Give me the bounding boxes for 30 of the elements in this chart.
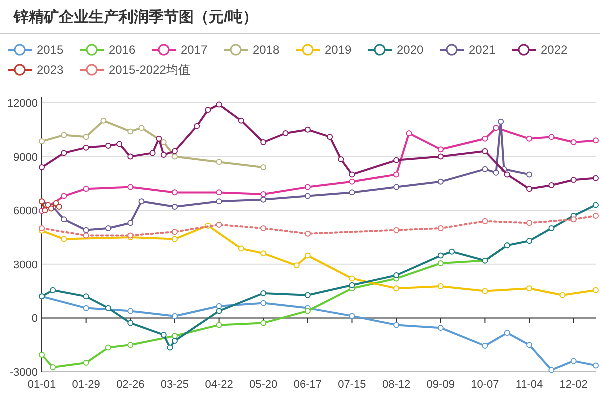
legend-label: 2023 bbox=[37, 63, 64, 77]
x-tick-label: 06-17 bbox=[294, 379, 322, 391]
y-tick-label: 3000 bbox=[14, 259, 38, 272]
x-tick-label: 08-12 bbox=[382, 379, 411, 391]
x-tick-label: 11-04 bbox=[516, 379, 544, 391]
x-tick-label: 01-29 bbox=[72, 379, 100, 391]
y-tick-label: 6000 bbox=[14, 206, 38, 218]
legend-label: 2022 bbox=[541, 43, 568, 57]
x-tick-label: 01-01 bbox=[28, 379, 56, 391]
legend-label: 2021 bbox=[469, 43, 496, 57]
x-tick-label: 09-09 bbox=[426, 379, 455, 391]
y-tick-label: 9000 bbox=[14, 152, 38, 164]
x-tick-label: 05-20 bbox=[250, 379, 278, 391]
legend-label: 2020 bbox=[397, 43, 424, 57]
legend-label: 2015-2022均值 bbox=[109, 63, 190, 77]
x-tick-label: 10-07 bbox=[471, 379, 500, 391]
legend-label: 2019 bbox=[325, 43, 352, 57]
x-tick-label: 04-22 bbox=[205, 379, 234, 391]
legend-label: 2015 bbox=[37, 43, 64, 57]
legend-label: 2016 bbox=[109, 43, 136, 57]
y-tick-label: 12000 bbox=[7, 98, 38, 110]
x-tick-label: 12-02 bbox=[560, 379, 588, 391]
y-tick-label: 0 bbox=[32, 313, 38, 326]
x-tick-label: 03-25 bbox=[160, 379, 190, 391]
legend-label: 2018 bbox=[253, 43, 280, 57]
x-tick-label: 02-26 bbox=[116, 379, 145, 391]
y-tick-label: -3000 bbox=[10, 367, 38, 379]
chart-title: 锌精矿企业生产利润季节图（元/吨） bbox=[13, 8, 258, 26]
x-tick-label: 07-15 bbox=[338, 379, 366, 391]
legend-label: 2017 bbox=[181, 43, 208, 57]
